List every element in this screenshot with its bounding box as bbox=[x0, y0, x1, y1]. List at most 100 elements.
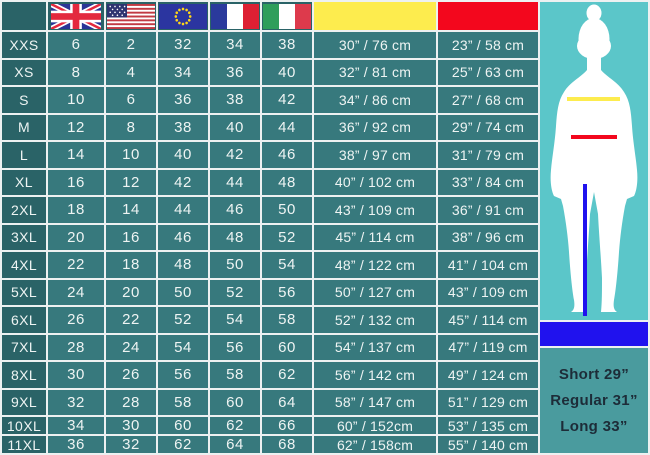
cell-chest: 52” / 132 cm bbox=[314, 307, 436, 333]
cell-eu: 46 bbox=[158, 224, 208, 250]
hair-bun bbox=[586, 4, 602, 22]
cell-fr: 54 bbox=[210, 307, 260, 333]
cell-fr: 46 bbox=[210, 197, 260, 223]
us-flag-header bbox=[106, 2, 156, 30]
cell-waist: 23” / 58 cm bbox=[438, 32, 538, 58]
cell-waist: 55” / 140 cm bbox=[438, 436, 538, 453]
cell-it: 58 bbox=[262, 307, 312, 333]
cell-us: 18 bbox=[106, 252, 156, 278]
cell-waist: 45” / 114 cm bbox=[438, 307, 538, 333]
cell-uk: 20 bbox=[48, 224, 104, 250]
row-size-label: 11XL bbox=[2, 436, 46, 453]
cell-eu: 42 bbox=[158, 169, 208, 195]
cell-us: 20 bbox=[106, 279, 156, 305]
cell-it: 68 bbox=[262, 436, 312, 453]
cell-us: 26 bbox=[106, 362, 156, 388]
cell-it: 48 bbox=[262, 169, 312, 195]
cell-waist: 31” / 79 cm bbox=[438, 142, 538, 168]
cell-chest: 30” / 76 cm bbox=[314, 32, 436, 58]
cell-it: 42 bbox=[262, 87, 312, 113]
cell-us: 30 bbox=[106, 417, 156, 434]
cell-fr: 36 bbox=[210, 59, 260, 85]
cell-fr: 40 bbox=[210, 114, 260, 140]
cell-it: 64 bbox=[262, 389, 312, 415]
cell-eu: 36 bbox=[158, 87, 208, 113]
cell-fr: 34 bbox=[210, 32, 260, 58]
cell-us: 32 bbox=[106, 436, 156, 453]
cell-fr: 56 bbox=[210, 334, 260, 360]
cell-uk: 34 bbox=[48, 417, 104, 434]
cell-chest: 36” / 92 cm bbox=[314, 114, 436, 140]
cell-it: 62 bbox=[262, 362, 312, 388]
cell-fr: 38 bbox=[210, 87, 260, 113]
us-flag-icon bbox=[107, 3, 155, 29]
cell-us: 14 bbox=[106, 197, 156, 223]
cell-it: 60 bbox=[262, 334, 312, 360]
cell-chest: 43” / 109 cm bbox=[314, 197, 436, 223]
cell-it: 38 bbox=[262, 32, 312, 58]
row-size-label: L bbox=[2, 142, 46, 168]
italy-flag-icon bbox=[263, 3, 311, 29]
cell-fr: 52 bbox=[210, 279, 260, 305]
cell-chest: 56” / 142 cm bbox=[314, 362, 436, 388]
cell-waist: 38” / 96 cm bbox=[438, 224, 538, 250]
leg-length-long: Long 33” bbox=[560, 417, 628, 435]
cell-chest: 38” / 97 cm bbox=[314, 142, 436, 168]
row-size-label: XS bbox=[2, 59, 46, 85]
cell-waist: 49” / 124 cm bbox=[438, 362, 538, 388]
cell-eu: 62 bbox=[158, 436, 208, 453]
cell-fr: 44 bbox=[210, 169, 260, 195]
row-size-label: S bbox=[2, 87, 46, 113]
cell-uk: 16 bbox=[48, 169, 104, 195]
leg-length-panel: Short 29” Regular 31” Long 33” bbox=[540, 348, 648, 453]
cell-eu: 48 bbox=[158, 252, 208, 278]
cell-uk: 24 bbox=[48, 279, 104, 305]
cell-eu: 58 bbox=[158, 389, 208, 415]
cell-us: 10 bbox=[106, 142, 156, 168]
cell-fr: 50 bbox=[210, 252, 260, 278]
cell-eu: 44 bbox=[158, 197, 208, 223]
cell-fr: 62 bbox=[210, 417, 260, 434]
cell-it: 56 bbox=[262, 279, 312, 305]
row-size-label: 5XL bbox=[2, 279, 46, 305]
cell-uk: 36 bbox=[48, 436, 104, 453]
cell-us: 22 bbox=[106, 307, 156, 333]
cell-waist: 29” / 74 cm bbox=[438, 114, 538, 140]
cell-it: 44 bbox=[262, 114, 312, 140]
cell-us: 12 bbox=[106, 169, 156, 195]
cell-it: 46 bbox=[262, 142, 312, 168]
cell-uk: 10 bbox=[48, 87, 104, 113]
cell-waist: 47” / 119 cm bbox=[438, 334, 538, 360]
cell-us: 4 bbox=[106, 59, 156, 85]
eu-flag-header bbox=[158, 2, 208, 30]
cell-uk: 30 bbox=[48, 362, 104, 388]
row-size-label: M bbox=[2, 114, 46, 140]
row-size-label: XL bbox=[2, 169, 46, 195]
cell-it: 54 bbox=[262, 252, 312, 278]
france-flag-header bbox=[210, 2, 260, 30]
cell-us: 8 bbox=[106, 114, 156, 140]
cell-chest: 40” / 102 cm bbox=[314, 169, 436, 195]
row-size-label: 2XL bbox=[2, 197, 46, 223]
cell-eu: 34 bbox=[158, 59, 208, 85]
row-size-label: XXS bbox=[2, 32, 46, 58]
body-figure-panel bbox=[540, 2, 648, 320]
cell-eu: 38 bbox=[158, 114, 208, 140]
uk-flag-icon bbox=[51, 3, 101, 29]
row-size-label: 8XL bbox=[2, 362, 46, 388]
row-size-label: 7XL bbox=[2, 334, 46, 360]
cell-uk: 14 bbox=[48, 142, 104, 168]
cell-chest: 34” / 86 cm bbox=[314, 87, 436, 113]
cell-uk: 8 bbox=[48, 59, 104, 85]
cell-waist: 27” / 68 cm bbox=[438, 87, 538, 113]
cell-eu: 52 bbox=[158, 307, 208, 333]
cell-us: 24 bbox=[106, 334, 156, 360]
cell-eu: 56 bbox=[158, 362, 208, 388]
italy-flag-header bbox=[262, 2, 312, 30]
body bbox=[550, 54, 638, 312]
cell-chest: 62” / 158cm bbox=[314, 436, 436, 453]
cell-waist: 25” / 63 cm bbox=[438, 59, 538, 85]
cell-uk: 28 bbox=[48, 334, 104, 360]
figure-sidebar: Short 29” Regular 31” Long 33” bbox=[540, 0, 650, 455]
